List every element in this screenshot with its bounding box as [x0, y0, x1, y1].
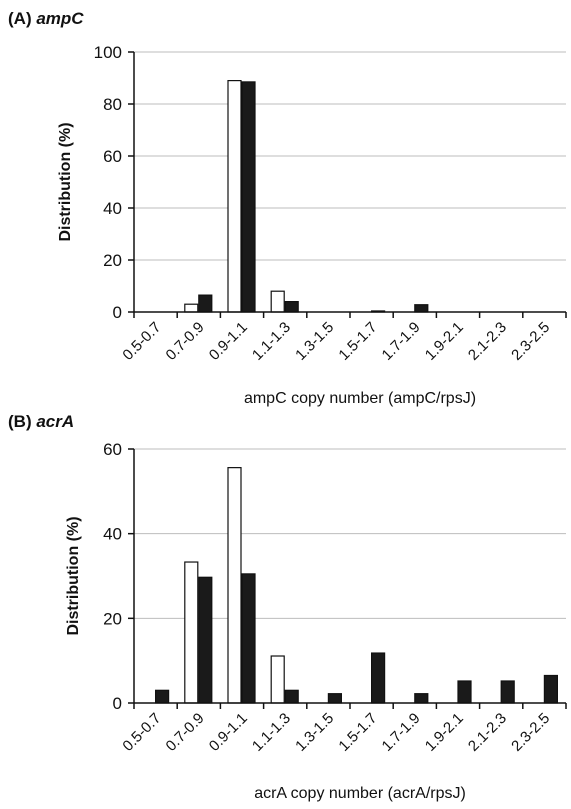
y-tick-label: 0: [113, 694, 122, 713]
y-tick-label: 20: [103, 251, 122, 270]
y-tick-label: 100: [94, 43, 122, 62]
panel-a-prefix: (A): [8, 9, 32, 28]
y-tick-label: 40: [103, 199, 122, 218]
x-axis-title: ampC copy number (ampC/rpsJ): [244, 390, 476, 407]
y-tick-label: 40: [103, 525, 122, 544]
panel-b-prefix: (B): [8, 412, 32, 431]
x-tick-label: 1.3-1.5: [292, 710, 337, 755]
panel-a: (A) ampC 0 20 40 60 80 100 0.5-0.7 0.7-0.9 0.9-1…: [0, 0, 571, 407]
x-tick-label: 1.5-1.7: [335, 710, 380, 755]
panel-a-title: (A) ampC: [8, 9, 84, 29]
x-tick-label: 0.5-0.7: [119, 710, 164, 755]
x-tick-label: 2.1-2.3: [465, 710, 510, 755]
bar-series2-1.5-1.7: [371, 652, 386, 704]
bar-series2-0.9-1.1: [241, 573, 256, 704]
x-axis-title: acrA copy number (acrA/rpsJ): [254, 785, 466, 802]
panel-b-title: (B) acrA: [8, 412, 74, 432]
x-tick-label: 2.3-2.5: [508, 710, 553, 755]
x-tick-label: 1.9-2.1: [422, 710, 467, 755]
y-axis-title: Distribution (%): [57, 122, 74, 241]
y-tick-label: 80: [103, 95, 122, 114]
bar-series1-0.9-1.1: [227, 467, 242, 704]
bar-series2-1.9-2.1: [457, 680, 472, 704]
bar-series2-1.3-1.5: [327, 693, 342, 704]
y-tick-label: 60: [103, 147, 122, 166]
bar-series2-0.5-0.7: [155, 689, 170, 704]
bar-series2-2.3-2.5: [543, 674, 559, 704]
bar-series1-0.7-0.9: [184, 561, 199, 704]
y-tick-label: 0: [113, 303, 122, 322]
bar-series2-0.7-0.9: [198, 576, 213, 704]
bar-series2-2.1-2.3: [500, 680, 515, 704]
x-tick-label: 1.1-1.3: [249, 710, 294, 755]
x-tick-label: 0.9-1.1: [206, 710, 251, 755]
panel-b-gene: acrA: [36, 412, 75, 431]
y-tick-label: 20: [103, 609, 122, 628]
bar-series2-1.1-1.3: [284, 689, 299, 704]
x-tick-label: 1.7-1.9: [379, 710, 424, 755]
bar-series1-1.1-1.3: [270, 655, 285, 704]
x-tick-label: 0.7-0.9: [163, 710, 208, 755]
chart-a: 0204060801000.5-0.70.7-0.90.9-1.11.1-1.3…: [57, 43, 567, 407]
y-axis-title: Distribution (%): [65, 516, 82, 635]
panel-a-gene: ampC: [36, 9, 84, 28]
bar-series2-1.7-1.9: [414, 693, 429, 704]
y-tick-label: 60: [103, 440, 122, 459]
